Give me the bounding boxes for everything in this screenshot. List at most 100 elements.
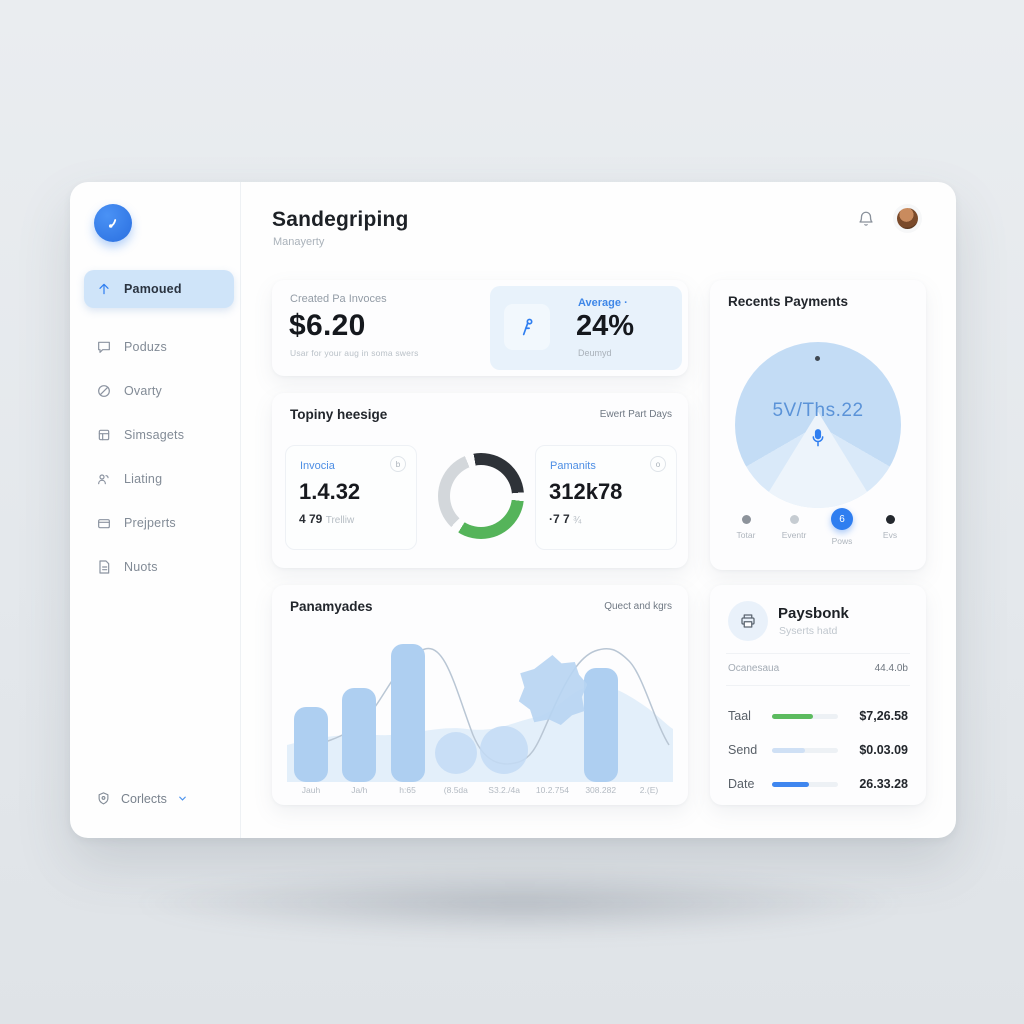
overview-title: Topiny heesige: [290, 407, 388, 422]
mini-right-label: Pamanits: [550, 460, 596, 472]
wallet-icon: [98, 519, 110, 529]
bar-chart-plot: [287, 627, 673, 782]
legend-dot[interactable]: [789, 515, 799, 524]
x-axis-label: 308.282: [585, 785, 617, 795]
grid-icon: [98, 429, 110, 441]
x-axis-label: Jauh: [301, 785, 321, 795]
legend-label: Eventr: [781, 530, 807, 540]
mini-right-info-icon[interactable]: o: [650, 456, 666, 472]
divider: [726, 653, 910, 654]
x-axis-label: S3.2./4a: [488, 785, 520, 795]
user-avatar[interactable]: [897, 208, 918, 229]
sidebar-item-pamoued[interactable]: Pamoued: [84, 270, 234, 308]
sidebar-item-poduzs[interactable]: Poduzs: [84, 330, 234, 364]
chat-icon: [98, 341, 110, 353]
sidebar-item-label: Poduzs: [124, 340, 167, 354]
legend-item-evs[interactable]: Evs: [873, 508, 907, 546]
paysbonk-col-right: 44.4.0b: [874, 663, 908, 674]
legend-label: Evs: [882, 530, 898, 540]
mini-left-sub-note: Trelliw: [325, 515, 355, 526]
printer-icon: [728, 601, 768, 641]
invoices-card: Created Pa Invoces $6.20 Usar for your a…: [272, 280, 688, 376]
invoices-value: $6.20: [289, 309, 366, 342]
page-subtitle: Manayerty: [273, 236, 325, 248]
row-value: $0.03.09: [859, 743, 908, 757]
mini-right-sub-bold: ·7 7: [549, 512, 570, 526]
users-icon: [98, 474, 109, 485]
sidebar-item-prejperts[interactable]: Prejperts: [84, 506, 234, 540]
mini-left-value: 1.4.32: [299, 479, 361, 504]
sidebar-item-label: Ovarty: [124, 384, 163, 398]
sidebar-item-label: Nuots: [124, 560, 158, 574]
mini-right-sub: ·7 7 ¾: [549, 512, 581, 526]
logo-spark-icon: [108, 219, 117, 228]
paysbonk-rows: Taal $7,26.58 Send $0.03.09 Date 26.33.28: [728, 699, 908, 801]
chart-blob: [480, 726, 529, 774]
paysbonk-card: Paysbonk Syserts hatd Ocanesaua 44.4.0b …: [710, 585, 926, 805]
header-actions: [857, 208, 918, 229]
paysbonk-row-taal: Taal $7,26.58: [728, 699, 908, 733]
app-logo[interactable]: [94, 204, 132, 242]
paysbonk-row-send: Send $0.03.09: [728, 733, 908, 767]
sidebar-item-nuots[interactable]: Nuots: [84, 550, 234, 584]
row-label: Send: [728, 743, 758, 757]
average-value: 24%: [576, 310, 635, 342]
x-axis-label: Ja/h: [351, 785, 368, 795]
paysbonk-row-date: Date 26.33.28: [728, 767, 908, 801]
sidebar-item-contacts[interactable]: Corlects: [96, 791, 188, 806]
legend-badge-dot[interactable]: 6: [831, 508, 853, 530]
chevron-down-icon[interactable]: [177, 793, 188, 804]
sidebar-item-label: Liating: [124, 472, 163, 486]
mini-left-sub: 4 79 Trelliw: [299, 512, 354, 526]
paysbonk-title: Paysbonk: [778, 605, 849, 622]
chart-bar[interactable]: [342, 687, 377, 782]
chart-bar[interactable]: [583, 668, 618, 782]
row-progress-bar: [772, 713, 838, 719]
legend-dot[interactable]: [741, 515, 751, 524]
activity-chart-card: Panamyades Quect and kgrs Jauh Ja/h h:65 (8…: [272, 585, 688, 805]
sidebar-item-label: Pamoued: [124, 282, 182, 296]
sidebar-item-label: Simsagets: [124, 428, 185, 442]
mini-left-info-icon[interactable]: b: [390, 456, 406, 472]
chart-bar[interactable]: [390, 644, 425, 782]
row-value: 26.33.28: [859, 777, 908, 791]
overview-period-link[interactable]: Ewert Part Days: [599, 409, 672, 420]
paysbonk-column-header: Ocanesaua 44.4.0b: [728, 663, 908, 674]
window-floor-shadow: [130, 868, 910, 938]
mini-right-sub-note: ¾: [573, 515, 582, 526]
legend-item-eventr[interactable]: Eventr: [777, 508, 811, 546]
document-icon: [99, 560, 110, 574]
progress-ring-chart: [438, 453, 524, 539]
x-axis-label: 10.2.754: [535, 785, 569, 795]
chart-x-axis-labels: Jauh Ja/h h:65 (8.5da S3.2./4a 10.2.754 308.28…: [287, 785, 673, 797]
shield-icon: [98, 792, 109, 805]
pie-center-value: 5V/Ths.22: [772, 400, 864, 421]
sidebar-item-ovarty[interactable]: Ovarty: [84, 374, 234, 408]
sidebar-item-simsagets[interactable]: Simsagets: [84, 418, 234, 452]
legend-dot[interactable]: [885, 515, 895, 524]
chart-bar[interactable]: [294, 707, 328, 782]
paysbonk-subtitle: Syserts hatd: [779, 625, 838, 637]
legend-label: Pows: [831, 536, 853, 546]
x-axis-label: (8.5da: [443, 785, 468, 795]
legend-item-totar[interactable]: Totar: [729, 508, 763, 546]
row-progress-bar: [772, 781, 838, 787]
sidebar-item-liating[interactable]: Liating: [84, 462, 234, 496]
invoices-mini-card: Invocia b 1.4.32 4 79 Trelliw: [285, 445, 417, 550]
row-value: $7,26.58: [859, 709, 908, 723]
payments-mini-card: Pamanits o 312k78 ·7 7 ¾: [535, 445, 677, 550]
activity-title: Panamyades: [290, 599, 373, 614]
pin-icon: [504, 304, 550, 350]
activity-period-link[interactable]: Quect and kgrs: [604, 601, 672, 612]
average-card: Average · 24% Deumyd: [490, 286, 682, 370]
x-axis-label: 2.(E): [639, 785, 659, 795]
page-title: Sandegriping: [272, 208, 409, 231]
app-window: Pamoued Poduzs Ovarty Simsagets Liating Prejp…: [70, 182, 956, 838]
x-axis-label: h:65: [399, 785, 416, 795]
bell-icon[interactable]: [857, 210, 875, 228]
legend-item-pows[interactable]: 6 Pows: [825, 508, 859, 546]
recent-payments-card: Recents Payments 5V/Ths.22 Totar Eventr 6 P…: [710, 280, 926, 570]
sidebar-item-label: Prejperts: [124, 516, 176, 530]
invoices-note: Usar for your aug in soma swers: [290, 348, 419, 358]
row-progress-bar: [772, 747, 838, 753]
